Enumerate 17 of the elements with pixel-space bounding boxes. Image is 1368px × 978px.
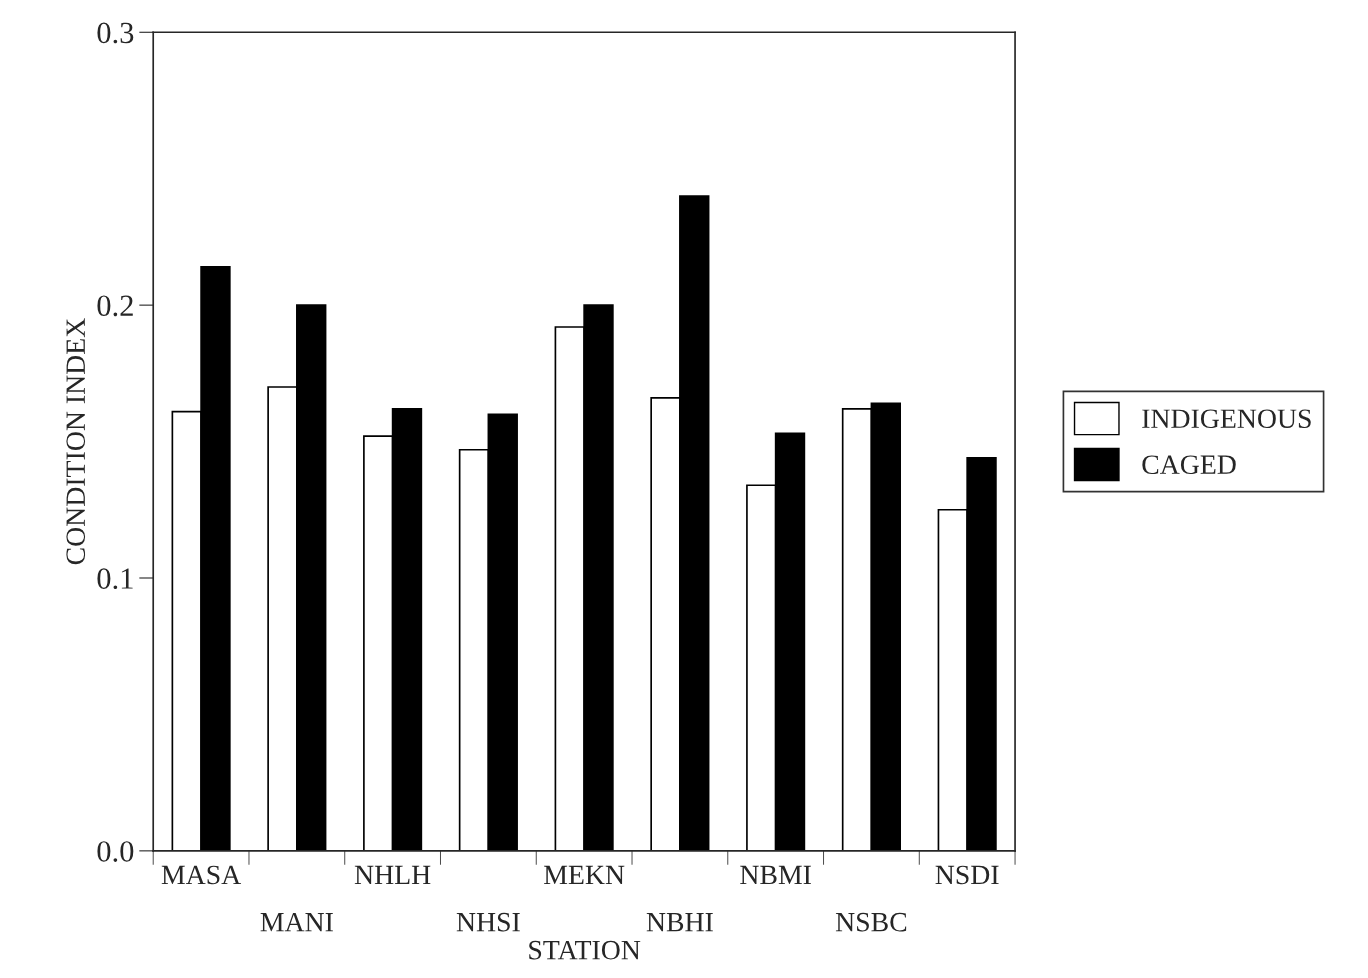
x-axis-title: STATION xyxy=(529,940,641,960)
x-tick-label: NHLH xyxy=(354,865,431,885)
x-tick-label: NHSI xyxy=(456,912,520,932)
y-tick-label: 0.2 xyxy=(97,295,133,317)
x-tick-label: NSBC xyxy=(835,912,907,932)
x-tick-label: NBHI xyxy=(646,913,713,932)
x-tick-label: NSDI xyxy=(935,865,999,885)
x-tick-label: MANI xyxy=(260,912,333,932)
y-tick-label: 0.3 xyxy=(97,22,134,44)
legend-label: CAGED xyxy=(1142,455,1236,475)
legend-label: INDIGENOUS xyxy=(1142,409,1311,429)
x-tick-label: MEKN xyxy=(544,865,625,885)
y-tick-label: 0.1 xyxy=(97,568,133,590)
y-tick-label: 0.0 xyxy=(97,841,134,862)
y-axis-title: CONDITION INDEX xyxy=(66,318,86,565)
x-tick-label: MASA xyxy=(161,865,242,885)
x-tick-label: NBMI xyxy=(740,865,811,885)
